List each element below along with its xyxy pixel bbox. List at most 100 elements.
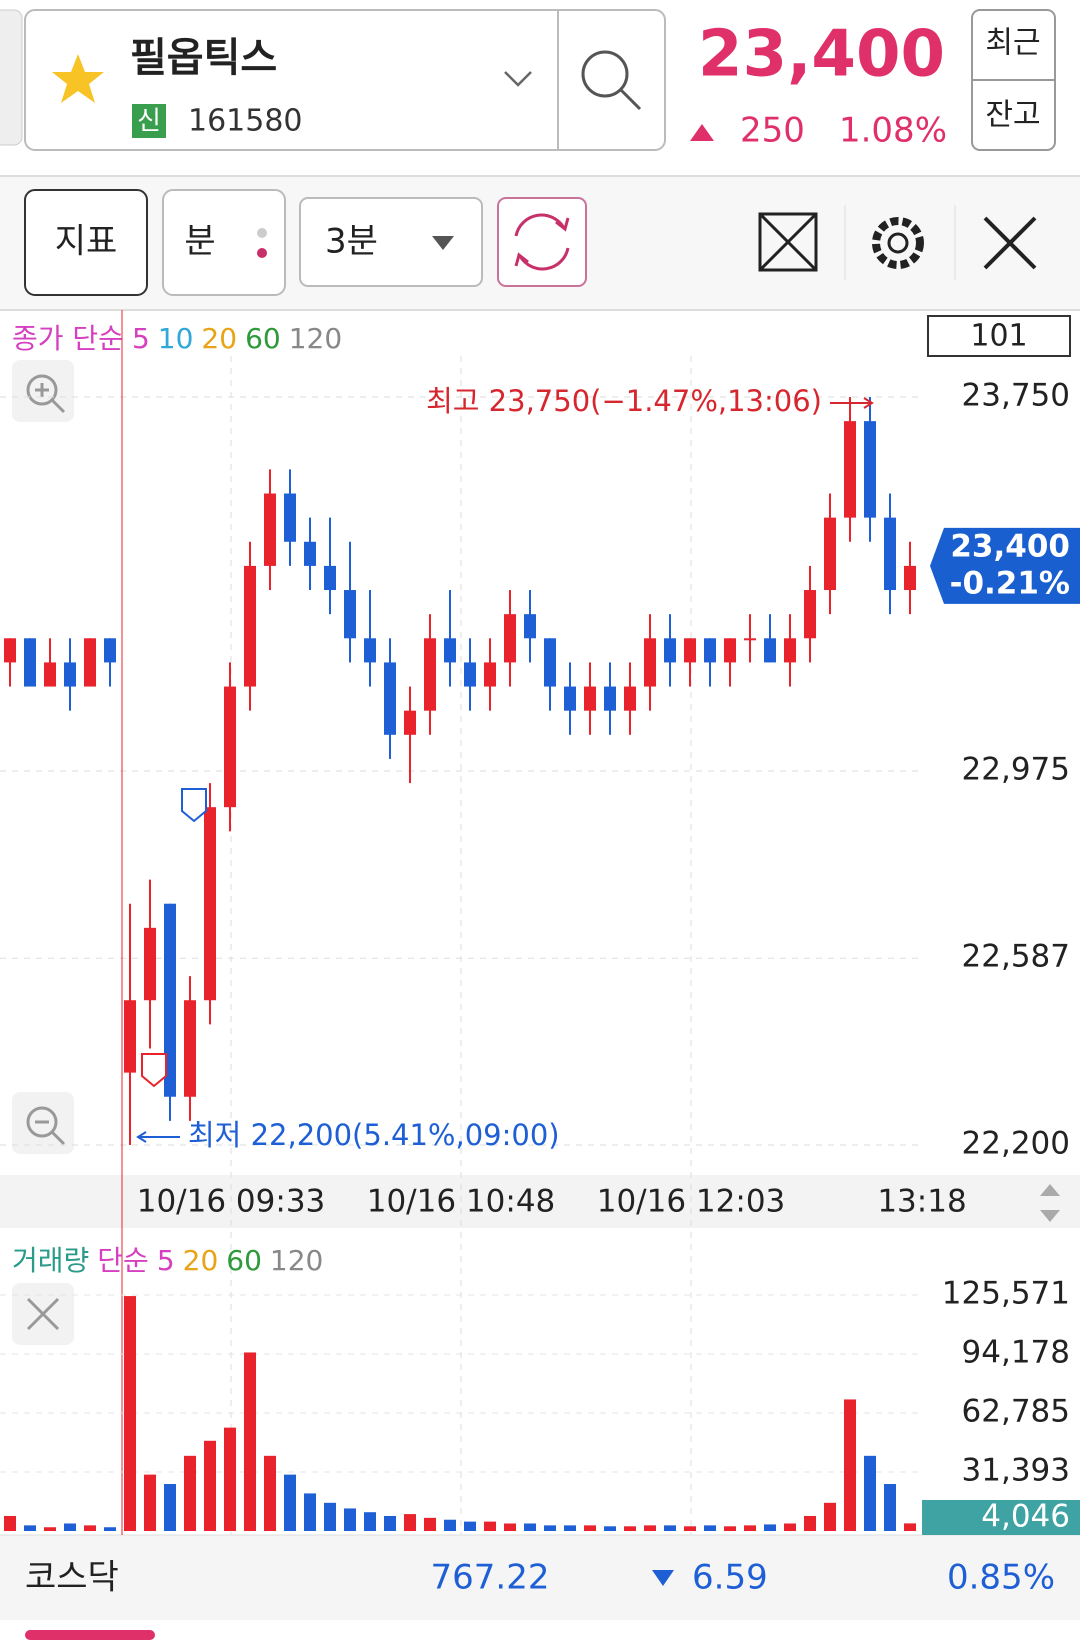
- index-change: 6.59: [692, 1558, 768, 1598]
- volume-bar: [184, 1455, 196, 1531]
- current-change: -0.21%: [950, 565, 1070, 601]
- volume-bar: [564, 1525, 576, 1531]
- candle-body: [204, 807, 216, 1001]
- y-tick-label: 23,750: [962, 378, 1070, 414]
- index-value: 767.22: [431, 1558, 550, 1598]
- volume-bar: [424, 1517, 436, 1531]
- candle-body: [744, 638, 756, 641]
- balance-button[interactable]: 잔고: [985, 98, 1040, 133]
- current-volume-tag: [922, 1500, 1080, 1535]
- candle-body: [884, 517, 896, 591]
- volume-bar: [544, 1525, 556, 1531]
- volume-bar: [504, 1523, 516, 1531]
- legend-item: 20: [201, 322, 237, 355]
- zoom-in-icon: [26, 374, 66, 414]
- tools-icon[interactable]: [983, 216, 1037, 270]
- candle-body: [904, 565, 916, 591]
- candle-body: [424, 638, 436, 711]
- y-tick-label: 22,200: [962, 1126, 1070, 1162]
- volume-bar: [864, 1455, 876, 1531]
- indicator-label: 지표: [55, 222, 118, 262]
- refresh-button[interactable]: [497, 197, 587, 287]
- candle-body: [404, 710, 416, 735]
- current-price-tag: [930, 527, 1080, 604]
- minute-button[interactable]: [162, 189, 286, 296]
- volume-bar: [524, 1523, 536, 1531]
- favorite-star[interactable]: [52, 54, 104, 103]
- indicator-value: 101: [970, 319, 1027, 354]
- candle-body: [164, 903, 176, 1097]
- y-tick-label: 94,178: [962, 1335, 1070, 1371]
- volume-bar: [344, 1508, 356, 1531]
- candle-body: [764, 638, 776, 663]
- volume-bar: [384, 1515, 396, 1531]
- volume-bar: [624, 1526, 636, 1531]
- fullscreen-icon[interactable]: [758, 212, 818, 272]
- volume-bar: [844, 1399, 856, 1531]
- volume-bar: [604, 1526, 616, 1531]
- volume-bar: [4, 1515, 16, 1531]
- legend-item: 종가 단순: [12, 322, 124, 355]
- high-annotation: 최고 23,750(−1.47%,13:06): [426, 384, 822, 418]
- footer: [0, 1535, 1080, 1620]
- volume-bar: [64, 1523, 76, 1531]
- legend-item: 5: [157, 1244, 175, 1277]
- candle-body: [524, 614, 536, 639]
- candle-body: [504, 614, 516, 663]
- dropdown-chevron[interactable]: [504, 71, 532, 87]
- candle-body: [544, 638, 556, 687]
- current-volume: 4,046: [981, 1499, 1070, 1535]
- volume-bar: [484, 1521, 496, 1531]
- stock-selector[interactable]: [24, 9, 666, 151]
- time-axis: [0, 1175, 1080, 1228]
- recent-button[interactable]: 최근: [985, 26, 1040, 61]
- candle-body: [604, 686, 616, 711]
- zoom-out-icon: [26, 1106, 66, 1146]
- dot: [257, 228, 267, 238]
- legend-item: 120: [289, 322, 342, 355]
- candle-body: [824, 517, 836, 591]
- time-label: 10/16 12:03: [597, 1184, 786, 1220]
- legend-item: 단순: [97, 1244, 149, 1277]
- candle-body: [444, 638, 456, 663]
- candle-body: [464, 662, 476, 687]
- settings-icon[interactable]: [872, 217, 924, 269]
- volume-bar: [224, 1427, 236, 1531]
- search-icon[interactable]: [581, 50, 642, 111]
- candle-body: [144, 927, 156, 1001]
- y-tick-label: 125,571: [942, 1276, 1070, 1312]
- interval-dropdown[interactable]: [299, 197, 483, 287]
- legend-item: 10: [158, 322, 194, 355]
- volume-bar: [204, 1440, 216, 1531]
- volume-bar: [684, 1526, 696, 1531]
- tab-indicator: [25, 1630, 155, 1640]
- current-price: 23,400: [950, 528, 1070, 564]
- side-tab[interactable]: [0, 9, 23, 146]
- scroll-arrows[interactable]: [1040, 1184, 1060, 1222]
- volume-bar: [44, 1527, 56, 1531]
- time-label: 10/16 09:33: [137, 1184, 326, 1220]
- indicator-button[interactable]: [24, 189, 148, 296]
- high-arrow: [830, 397, 874, 409]
- candle-body: [864, 421, 876, 518]
- volume-bar: [304, 1493, 316, 1531]
- candle-body: [624, 686, 636, 711]
- index-rate: 0.85%: [947, 1558, 1055, 1598]
- signal-marker: [181, 788, 207, 823]
- candle-body: [664, 638, 676, 663]
- volume-bar: [284, 1474, 296, 1531]
- y-tick-label: 31,393: [962, 1452, 1070, 1488]
- y-tick-label: 22,975: [962, 752, 1070, 788]
- candle-body: [584, 686, 596, 711]
- y-tick-label: 22,587: [962, 939, 1070, 975]
- volume-bar: [824, 1502, 836, 1531]
- volume-bar: [664, 1525, 676, 1531]
- volume-bar: [764, 1524, 776, 1531]
- price-change-rate: 1.08%: [839, 111, 947, 151]
- stock-name: 필옵틱스: [130, 35, 277, 81]
- legend-item: 거래량: [12, 1244, 89, 1277]
- price: 23,400: [698, 18, 945, 92]
- index-name: 코스닥: [25, 1558, 119, 1598]
- candle-body: [644, 638, 656, 687]
- candle-body: [564, 686, 576, 711]
